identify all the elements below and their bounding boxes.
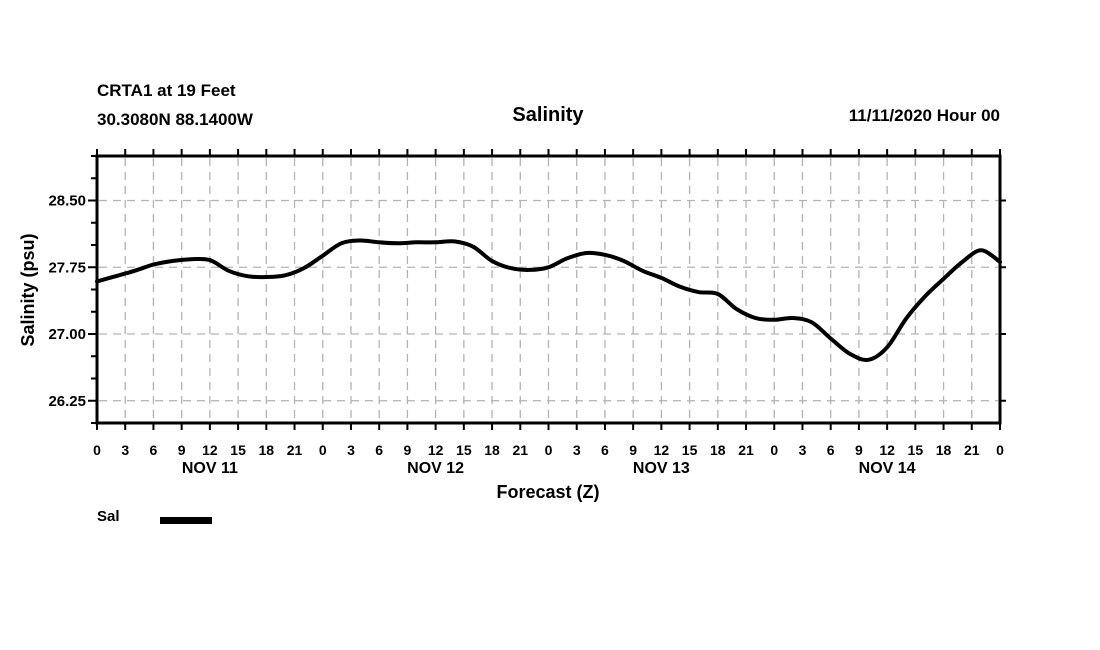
x-tick-label: 0: [93, 442, 101, 458]
x-tick-label: 18: [259, 442, 275, 458]
x-tick-labels: 0 3 6 9 12 15 18 21 0 3 6 9 12 15 18 21 0 3 6 9 12 15 18 21 0 3 6 9…: [93, 442, 1004, 458]
x-tick-label: 21: [512, 442, 528, 458]
x-tick-label: 12: [202, 442, 218, 458]
x-tick-label: 12: [879, 442, 895, 458]
series-sal-path: [95, 238, 1002, 362]
x-tick-label: 3: [799, 442, 807, 458]
station-info: CRTA1 at 19 Feet 30.3080N 88.1400W: [97, 76, 253, 134]
y-tick-label: 27.00: [48, 326, 86, 343]
station-name: CRTA1 at 19 Feet: [97, 81, 236, 100]
day-label: NOV 14: [859, 460, 916, 477]
salinity-curve: [95, 238, 1002, 362]
x-tick-label: 18: [710, 442, 726, 458]
x-tick-label: 18: [484, 442, 500, 458]
y-tick-label: 28.50: [48, 193, 86, 210]
day-label: NOV 11: [182, 460, 238, 477]
legend-series-label: Sal: [97, 508, 120, 525]
day-label: NOV 12: [407, 460, 464, 477]
forecast-datetime: 11/11/2020 Hour 00: [848, 106, 1000, 125]
x-tick-label: 6: [375, 442, 383, 458]
x-tick-label: 15: [230, 442, 246, 458]
legend: Sal: [97, 508, 212, 526]
x-tick-label: 0: [770, 442, 778, 458]
y-tick-label: 27.75: [48, 259, 86, 276]
chart-title: Salinity: [512, 104, 584, 126]
y-tick-labels: 26.25 27.00 27.75 28.50: [48, 193, 86, 410]
x-axis-label: Forecast (Z): [496, 482, 600, 502]
x-tick-label: 6: [150, 442, 158, 458]
y-tick-label: 26.25: [48, 393, 86, 410]
x-tick-label: 0: [996, 442, 1004, 458]
x-gridlines: [124, 158, 973, 421]
x-tick-label: 6: [601, 442, 609, 458]
x-tick-label: 9: [178, 442, 186, 458]
x-tick-label: 15: [456, 442, 472, 458]
x-tick-label: 0: [319, 442, 327, 458]
day-labels: NOV 11 NOV 12 NOV 13 NOV 14: [182, 460, 916, 477]
x-tick-label: 6: [827, 442, 835, 458]
x-tick-label: 21: [738, 442, 754, 458]
x-tick-label: 9: [855, 442, 863, 458]
axis-ticks: [88, 149, 1006, 430]
x-tick-label: 21: [287, 442, 303, 458]
x-tick-label: 15: [682, 442, 698, 458]
legend-line-swatch: [160, 517, 212, 524]
x-tick-label: 3: [573, 442, 581, 458]
day-label: NOV 13: [633, 460, 690, 477]
plot-frame: [95, 154, 1002, 425]
x-tick-label: 12: [654, 442, 670, 458]
x-tick-label: 9: [404, 442, 412, 458]
x-tick-label: 15: [908, 442, 924, 458]
x-tick-label: 18: [936, 442, 952, 458]
x-tick-label: 12: [428, 442, 444, 458]
x-tick-label: 0: [545, 442, 553, 458]
station-coordinates: 30.3080N 88.1400W: [97, 110, 253, 129]
x-tick-label: 21: [964, 442, 980, 458]
x-tick-label: 3: [347, 442, 355, 458]
x-tick-label: 9: [629, 442, 637, 458]
x-tick-label: 3: [121, 442, 129, 458]
